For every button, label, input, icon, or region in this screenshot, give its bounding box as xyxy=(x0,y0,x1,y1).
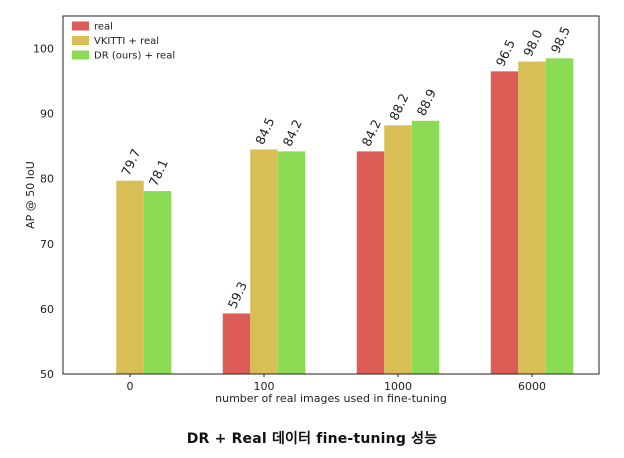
bar-value-label: 98.0 xyxy=(520,27,545,59)
x-tick-label: 100 xyxy=(254,380,275,393)
plot-frame xyxy=(62,15,600,375)
bar xyxy=(143,191,172,374)
bar xyxy=(116,180,144,374)
bar-value-label: 79.7 xyxy=(118,146,143,178)
x-tick-label: 1000 xyxy=(384,380,412,393)
legend-swatch xyxy=(72,21,89,31)
y-tick-label: 70 xyxy=(40,238,54,251)
bar xyxy=(518,61,546,375)
bar-value-label: 84.5 xyxy=(252,115,277,147)
bar xyxy=(222,313,251,374)
bar xyxy=(411,120,440,374)
y-axis-title: AP @ 50 IoU xyxy=(24,161,37,229)
bar-value-label: 98.5 xyxy=(548,24,573,56)
y-tick-label: 50 xyxy=(40,368,54,381)
legend-label: DR (ours) + real xyxy=(94,51,175,62)
y-tick-label: 60 xyxy=(40,303,54,316)
bar-chart: 59.3 84.2 96.5 79.7 84.5 88.2 98.0 78.1 84.2 88.9… xyxy=(24,15,600,405)
x-tick-label: 6000 xyxy=(518,380,546,393)
bar xyxy=(545,58,574,375)
bar-value-label: 88.9 xyxy=(414,86,439,118)
y-tick-label: 100 xyxy=(33,43,54,56)
bar xyxy=(250,149,278,374)
bar xyxy=(356,151,385,374)
bar-value-label: 59.3 xyxy=(225,279,250,311)
bar xyxy=(277,151,306,374)
legend: real VKITTI + real DR (ours) + real xyxy=(72,21,175,62)
legend-label: real xyxy=(94,22,113,33)
figure-caption: DR + Real 데이터 fine-tuning 성능 xyxy=(186,431,438,447)
bar-value-label: 88.2 xyxy=(386,91,411,123)
legend-label: VKITTI + real xyxy=(94,36,159,47)
bar-value-label: 96.5 xyxy=(493,37,518,69)
bars-layer xyxy=(116,58,574,375)
legend-swatch xyxy=(72,36,89,45)
bar-value-label: 78.1 xyxy=(146,157,171,189)
ticks-layer: 0 100 1000 6000 50 60 70 80 90 100 xyxy=(33,43,546,393)
y-tick-label: 80 xyxy=(40,173,54,186)
x-tick-label: 0 xyxy=(127,380,134,393)
bar-value-label: 84.2 xyxy=(359,117,384,149)
legend-swatch xyxy=(72,50,89,60)
bar xyxy=(490,71,519,374)
x-axis-title: number of real images used in fine-tunin… xyxy=(215,392,447,405)
bar-value-label: 84.2 xyxy=(280,117,305,149)
bar xyxy=(384,125,412,374)
y-tick-label: 90 xyxy=(40,108,54,121)
